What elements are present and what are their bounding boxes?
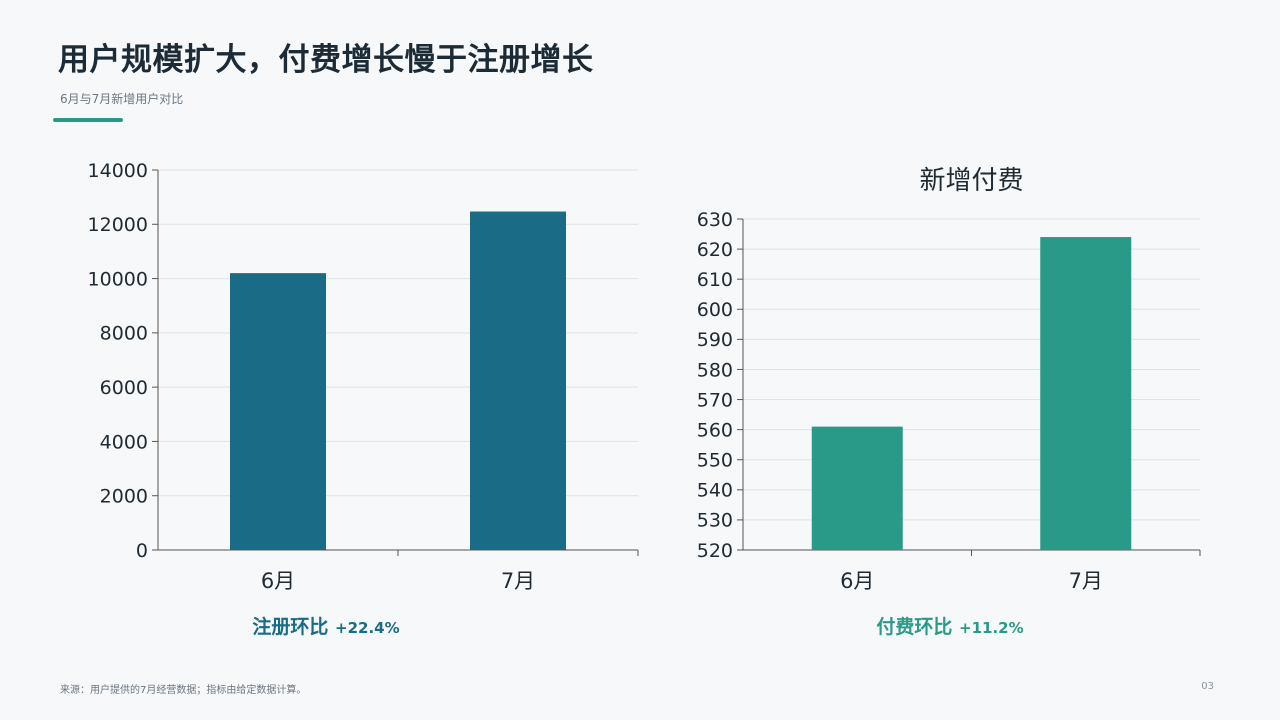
paid-y-tick-label: 550	[697, 450, 733, 472]
registration-mom-label: 注册环比	[252, 616, 329, 638]
registration-y-tick-label: 4000	[100, 431, 148, 453]
paid-mom-label: 付费环比	[876, 616, 953, 638]
registration-y-tick-label: 14000	[88, 160, 148, 182]
paid-y-tick-label: 530	[697, 510, 733, 532]
paid-y-tick-label: 520	[697, 540, 733, 562]
registration-y-tick-label: 8000	[100, 323, 148, 345]
source-note: 来源：用户提供的7月经营数据；指标由给定数据计算。	[60, 685, 307, 696]
registration-bar-1	[230, 273, 326, 550]
registration-y-tick-label: 10000	[88, 268, 148, 290]
registration-category-label: 6月	[261, 569, 295, 593]
paid-y-tick-label: 570	[697, 389, 733, 411]
paid-y-tick-label: 540	[697, 480, 733, 502]
paid-y-tick-label: 560	[697, 419, 733, 441]
paid-y-tick-label: 580	[697, 359, 733, 381]
registration-category-label: 7月	[501, 569, 535, 593]
registration-mom-stat: 注册环比 +22.4%	[252, 612, 399, 639]
page-subtitle: 6月与7月新增用户对比	[60, 92, 184, 106]
paid-bar-chart: 520 530 540 550 560 570 580 590 600 610 620 630 6月 7月…	[697, 166, 1201, 593]
registration-mom-value: +22.4%	[335, 619, 400, 637]
registration-y-tick-label: 0	[136, 540, 148, 562]
registration-y-tick-label: 12000	[88, 214, 148, 236]
paid-category-label: 6月	[840, 569, 874, 593]
paid-bar-1	[811, 426, 903, 550]
registration-bar-chart: 0 2000 4000 6000 8000 10000 12000 14000 6月 7月	[88, 160, 639, 593]
paid-mom-value: +11.2%	[959, 619, 1024, 637]
paid-y-tick-label: 630	[697, 209, 733, 231]
paid-y-tick-label: 590	[697, 329, 733, 351]
page-title: 用户规模扩大，付费增长慢于注册增长	[58, 42, 594, 78]
paid-y-tick-label: 610	[697, 269, 733, 291]
paid-category-label: 7月	[1069, 569, 1103, 593]
registration-bar-2	[470, 211, 566, 550]
paid-chart-title: 新增付费	[919, 166, 1023, 196]
paid-y-tick-label: 600	[697, 299, 733, 321]
page-number: 03	[1201, 681, 1214, 692]
paid-mom-stat: 付费环比 +11.2%	[876, 612, 1023, 639]
paid-bar-2	[1040, 237, 1132, 550]
title-accent-line	[53, 118, 123, 122]
paid-y-tick-label: 620	[697, 239, 733, 261]
registration-y-tick-label: 6000	[100, 377, 148, 399]
registration-y-tick-label: 2000	[100, 486, 148, 508]
